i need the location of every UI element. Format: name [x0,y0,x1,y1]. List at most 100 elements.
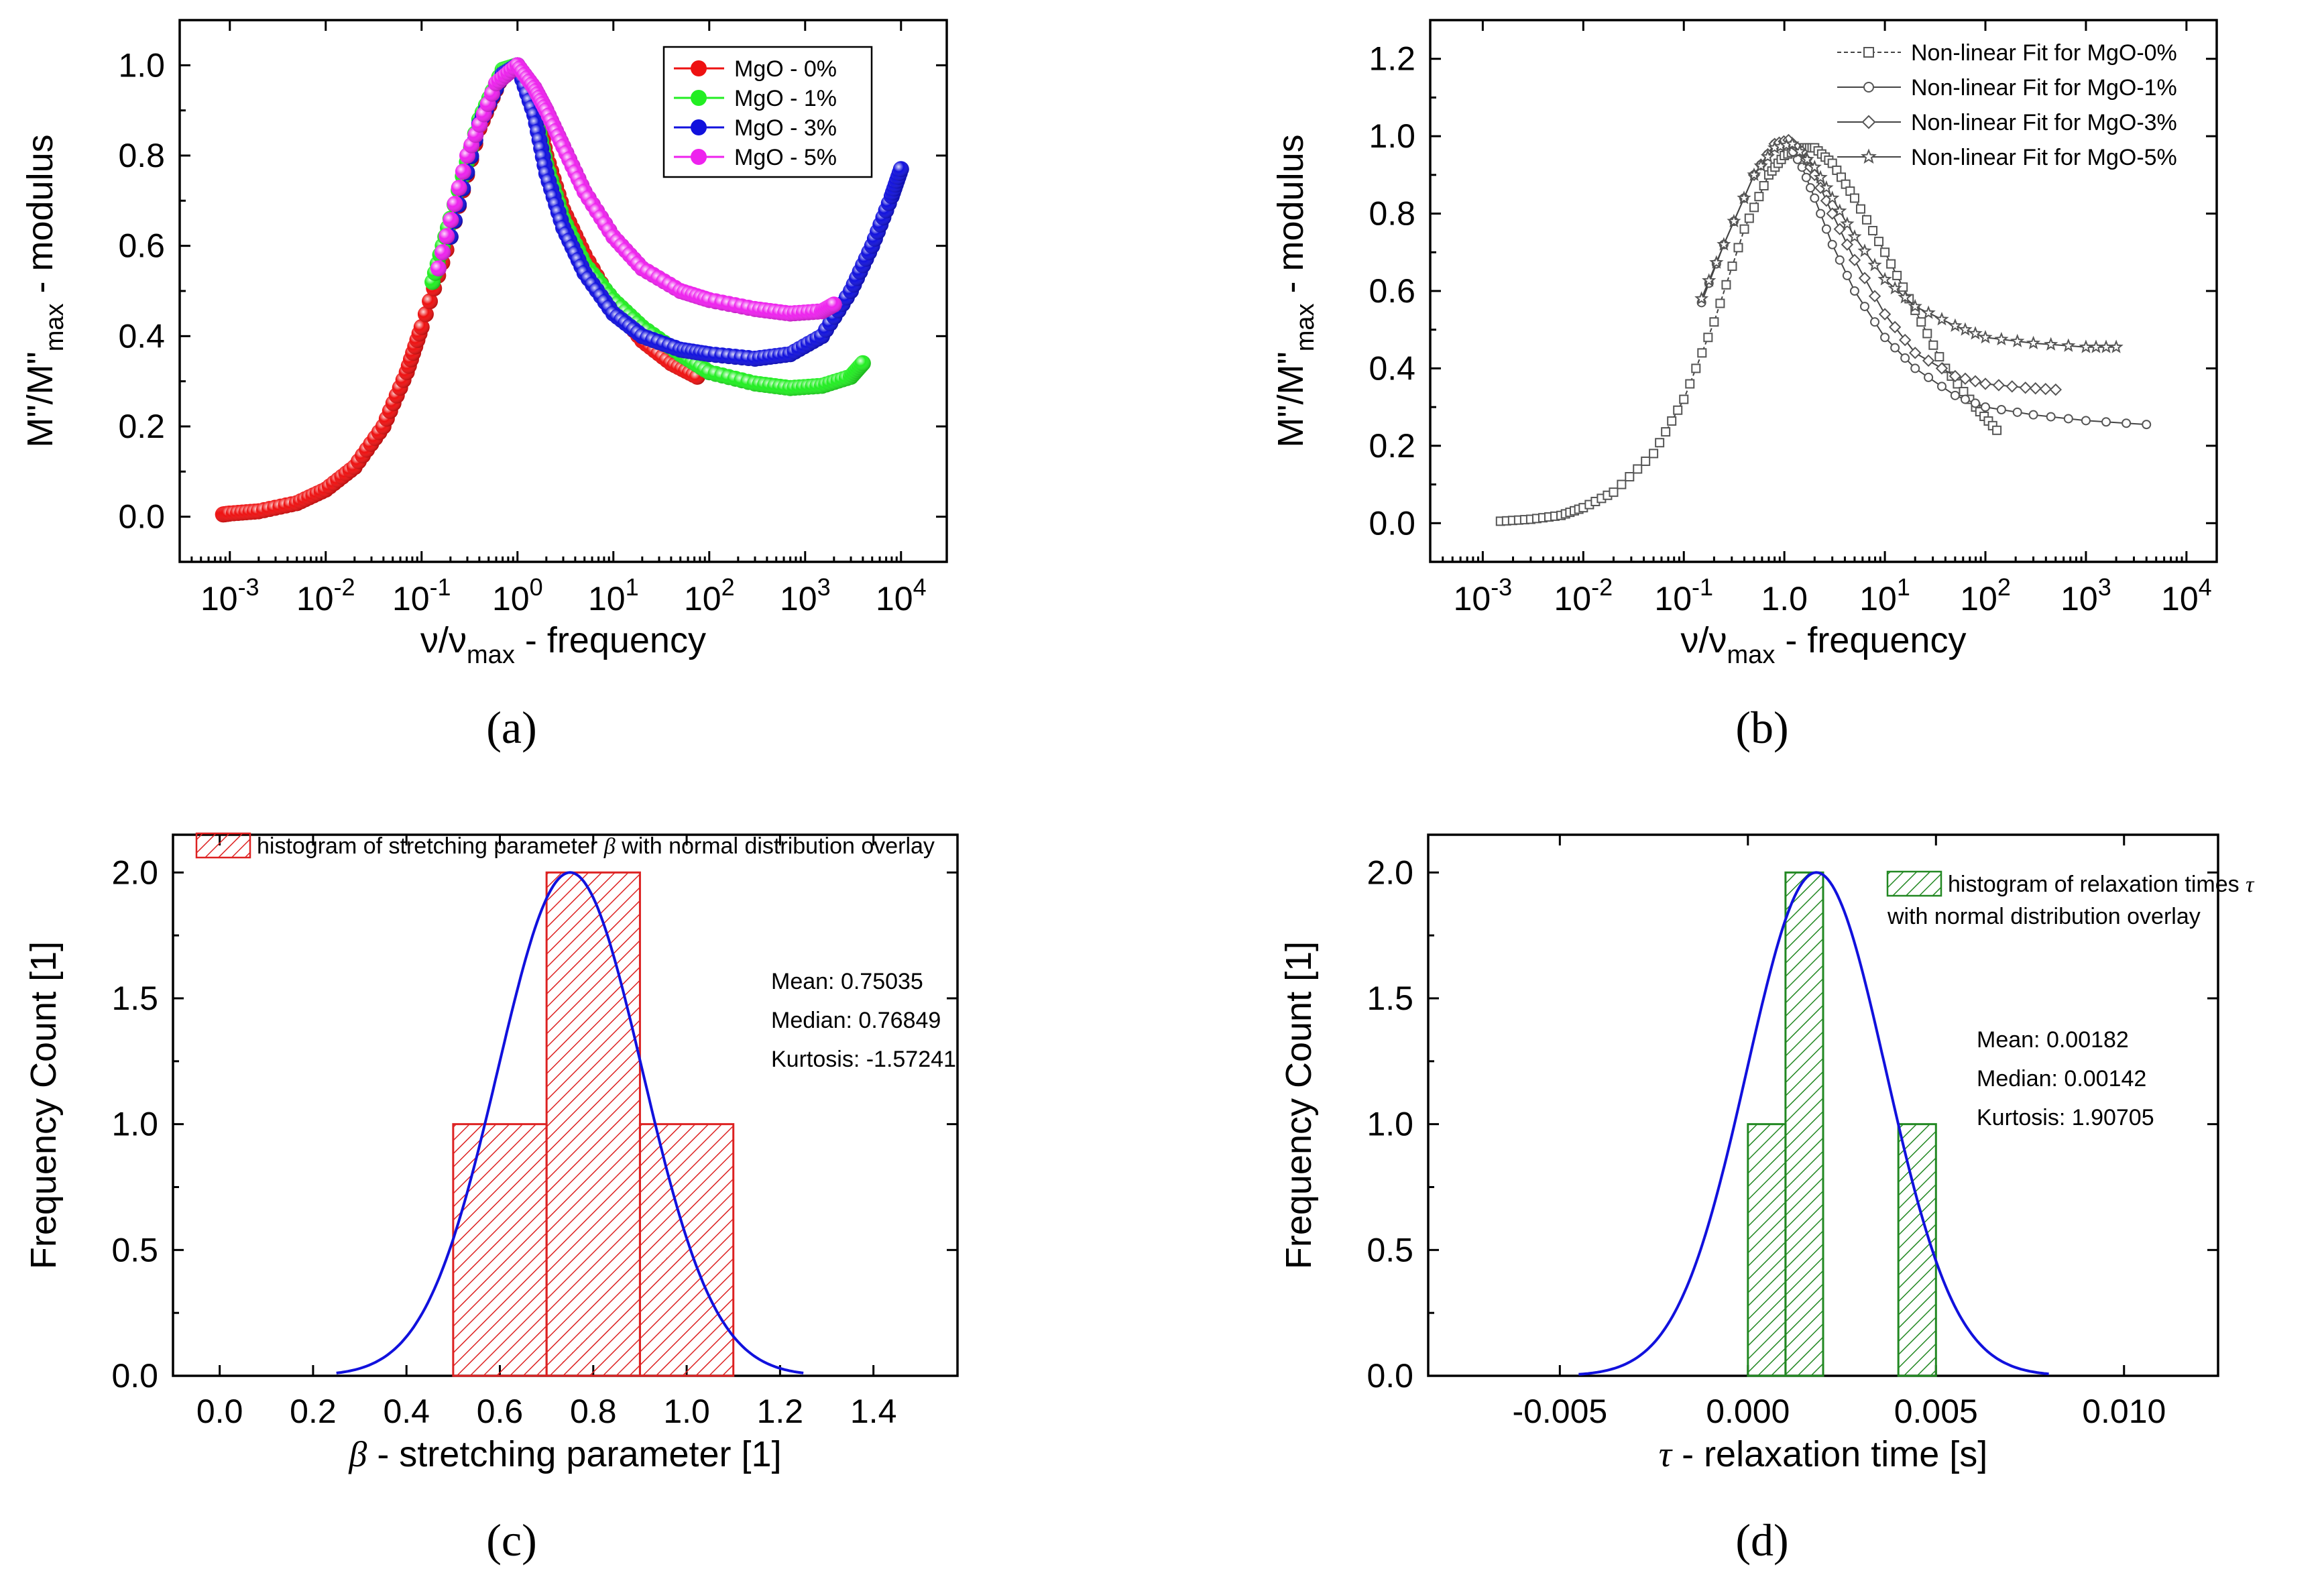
data-point [1898,333,1912,347]
data-point [1874,237,1884,247]
chart-panel-a: 10-3 10-2 10-1 100 101 102 103 104 0.0 0.2 0.4 0.6 0… [20,19,948,669]
legend-label: Non-linear Fit for MgO-1% [1911,75,2177,101]
legend-label: Non-linear Fit for MgO-3% [1911,110,2177,135]
x-tick-label: 0.8 [570,1393,617,1430]
data-point [1916,317,1926,327]
histogram-bar [545,871,641,1377]
data-point [1833,203,1847,217]
data-point [1934,312,1949,326]
y-tick-label: 0.2 [1369,427,1415,465]
data-point [1910,363,1920,373]
chart-panel-d: -0.005 0.000 0.005 0.010 0.0 0.5 1.0 1.5 2.0 τ - … [1279,833,2255,1474]
data-point [1862,215,1872,225]
data-point [1960,394,1970,404]
series-line [1700,143,2117,348]
y-tick-label: 0.0 [1367,1357,1413,1395]
data-point [2006,380,2019,393]
data-point [1821,224,1831,234]
data-point [1819,180,1834,194]
data-point-shade [413,318,430,335]
data-point [1867,257,1882,272]
x-tick-label: 0.010 [2082,1393,2166,1430]
data-point [1709,317,1719,327]
data-point [1892,270,1902,280]
x-axis-title: ν/νmax - frequency [1681,620,1967,669]
legend-swatch-marker [691,60,707,76]
data-point [1886,259,1896,269]
data-point [1898,290,1912,304]
data-point [2122,418,2132,428]
data-point [2081,416,2091,426]
legend-label: MgO - 3% [734,115,837,141]
data-point [1950,390,1960,400]
data-point [1858,272,1871,284]
data-point [1959,387,1969,397]
legend-label: histogram of relaxation times τ [1948,872,2255,897]
data-point [2049,383,2062,396]
y-tick-label: 2.0 [1367,854,1413,891]
panel-label-a: (a) [486,702,536,753]
data-point-shade [825,296,842,313]
x-tick-label: 0.0 [196,1393,243,1430]
data-point [1721,280,1731,290]
data-point [1703,333,1713,343]
y-tick-label: 0.6 [118,227,165,265]
x-tick-label: 102 [1960,573,2011,618]
x-tick-label: 1.2 [757,1393,804,1430]
legend-swatch-marker [691,90,707,106]
data-point [1860,302,1870,312]
y-tick-label: 1.0 [1369,117,1415,155]
stat-median: Median: 0.76849 [771,1008,941,1033]
data-point [1888,320,1902,334]
data-point [1709,255,1724,269]
data-point [1849,193,1859,203]
data-point [2109,339,2124,353]
data-point [1890,343,1900,353]
data-point [1825,190,1840,204]
series-non-linear-fit-for-mgo-0 [1495,143,2002,526]
x-tick-label: 0.2 [290,1393,337,1430]
legend-swatch-marker [691,119,707,135]
x-axis-title: ν/νmax - frequency [420,620,706,669]
data-point [2061,338,2076,352]
x-tick-label: 101 [588,573,639,618]
data-point [1909,347,1922,359]
data-point [1969,375,1982,388]
data-point [1878,308,1892,320]
data-point [2046,412,2056,422]
data-point [1935,362,1949,375]
data-point [1863,47,1874,58]
x-tick-label: 1.4 [850,1393,897,1430]
data-point [1609,487,1619,497]
y-tick-label: 0.5 [111,1231,158,1269]
data-point [1861,148,1877,164]
data-point [1870,317,1880,327]
data-point-shade [439,228,455,245]
y-tick-label: 0.8 [118,137,165,174]
y-tick-label: 1.2 [1369,40,1415,78]
series-line [1753,139,2056,391]
x-tick-label: 1.0 [663,1393,710,1430]
data-point [1685,379,1695,389]
legend-swatch [1886,870,1942,897]
data-point [2044,337,2058,351]
data-point [1641,456,1651,466]
histogram-bar [1784,871,1824,1377]
data-point [1868,290,1881,302]
data-point [1833,223,1847,235]
y-tick-label: 0.8 [1369,195,1415,233]
x-tick-label: 102 [684,573,735,618]
data-point [1949,369,1962,383]
data-point [1667,416,1677,426]
panel-label-b: (b) [1735,702,1788,753]
data-point [1760,149,1776,163]
data-point-shade [447,196,463,213]
data-point [1970,398,1980,408]
data-point [1733,243,1743,253]
data-point [1826,207,1839,220]
legend-swatch [195,832,251,859]
data-point [1968,326,1983,340]
x-tick-label: 101 [1859,573,1910,618]
x-tick-label: 10-3 [200,573,259,618]
data-point [1978,330,1993,344]
